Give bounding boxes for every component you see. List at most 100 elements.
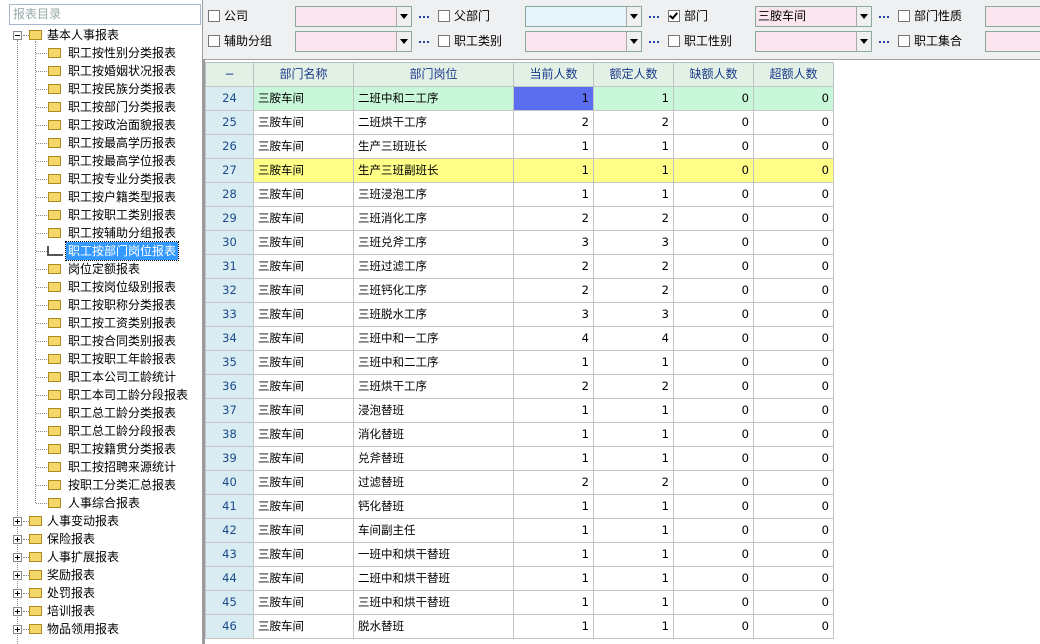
grid-cell[interactable]: 脱水替班 [353,614,514,639]
grid-cell[interactable]: 1 [593,542,674,567]
grid-cell[interactable]: 0 [673,254,754,279]
dropdown[interactable] [985,6,1040,27]
grid-cell[interactable]: 0 [753,614,834,639]
tree-item[interactable]: 职工按最高学位报表 [68,154,177,168]
grid-cell[interactable]: 三胺车间 [253,158,354,183]
expander[interactable] [13,535,22,544]
expander[interactable] [13,607,22,616]
grid-cell[interactable]: 车间副主任 [353,518,514,543]
grid-cell[interactable]: 三胺车间 [253,542,354,567]
grid-cell[interactable]: 三班消化工序 [353,206,514,231]
grid-cell[interactable]: 三胺车间 [253,494,354,519]
grid-cell[interactable]: 0 [673,206,754,231]
more-button[interactable] [649,16,659,18]
dropdown[interactable] [295,31,412,52]
grid-cell[interactable]: 0 [673,134,754,159]
grid-cell[interactable]: 0 [673,422,754,447]
grid-cell[interactable]: 0 [673,86,754,111]
grid-cell[interactable]: 0 [753,374,834,399]
grid-cell[interactable]: 0 [753,206,834,231]
more-button[interactable] [419,41,429,43]
tree-item[interactable]: 职工按职称分类报表 [68,298,177,312]
grid-cell[interactable]: 三班浸泡工序 [353,182,514,207]
grid-cell[interactable]: 三胺车间 [253,590,354,615]
dropdown[interactable] [295,6,412,27]
grid-cell[interactable]: 0 [673,398,754,423]
tree-item[interactable]: 职工按工资类别报表 [68,316,177,330]
tree-item[interactable]: 职工总工龄分段报表 [68,424,177,438]
grid-cell[interactable]: 0 [753,110,834,135]
grid-cell[interactable]: 0 [753,470,834,495]
grid-cell[interactable]: 三胺车间 [253,422,354,447]
grid-cell[interactable]: 1 [513,350,594,375]
grid-cell[interactable]: 0 [753,158,834,183]
grid-cell[interactable]: 1 [593,182,674,207]
filter-label[interactable]: 部门 [684,9,709,23]
grid-cell[interactable]: 三班脱水工序 [353,302,514,327]
grid-cell[interactable]: 三班过滤工序 [353,254,514,279]
tree-item[interactable]: 职工按职工类别报表 [68,208,177,222]
grid-cell[interactable]: 三胺车间 [253,302,354,327]
grid-cell[interactable]: 0 [673,614,754,639]
expander[interactable] [13,571,22,580]
more-button[interactable] [649,41,659,43]
filter-label[interactable]: 部门性质 [914,9,963,23]
grid-cell[interactable]: 0 [673,110,754,135]
grid-cell[interactable]: 2 [513,278,594,303]
tree-group[interactable]: 培训报表 [47,604,96,618]
dropdown-button[interactable] [396,32,411,51]
tree-group[interactable]: 基本人事报表 [47,28,120,42]
grid-cell[interactable]: 2 [593,254,674,279]
grid-cell[interactable]: 0 [673,494,754,519]
tree-item[interactable]: 职工按职工年龄报表 [68,352,177,366]
grid-cell[interactable]: 0 [673,230,754,255]
grid-cell[interactable]: 0 [753,86,834,111]
grid-cell[interactable]: 2 [593,278,674,303]
tree-group[interactable]: 人事变动报表 [47,514,120,528]
grid-cell[interactable]: 1 [593,614,674,639]
grid-cell[interactable]: 三胺车间 [253,230,354,255]
tree-group[interactable]: 物品领用报表 [47,622,120,636]
grid-cell[interactable]: 消化替班 [353,422,514,447]
grid-cell[interactable]: 1 [593,494,674,519]
dropdown[interactable] [985,31,1040,52]
dropdown-button[interactable] [856,32,871,51]
grid-cell[interactable]: 三班中和二工序 [353,350,514,375]
dropdown[interactable] [525,31,642,52]
grid-cell[interactable]: 三胺车间 [253,350,354,375]
grid-cell[interactable]: 0 [753,398,834,423]
grid-cell[interactable]: 三班烘干工序 [353,374,514,399]
grid-cell[interactable]: 1 [593,590,674,615]
grid-cell[interactable]: 0 [673,182,754,207]
grid-cell[interactable]: 0 [673,590,754,615]
grid-cell[interactable]: 2 [593,206,674,231]
checkbox[interactable] [668,35,680,47]
dropdown-button[interactable] [626,32,641,51]
tree-item[interactable]: 职工按性别分类报表 [68,46,177,60]
grid-cell[interactable]: 三班中和烘干替班 [353,590,514,615]
dropdown[interactable] [755,31,872,52]
checkbox[interactable] [898,35,910,47]
grid-cell[interactable]: 1 [513,86,594,111]
grid-cell[interactable]: 0 [753,590,834,615]
grid-cell[interactable]: 2 [513,470,594,495]
tree-group[interactable]: 保险报表 [47,532,96,546]
more-button[interactable] [879,41,889,43]
grid-cell[interactable]: 2 [513,206,594,231]
grid-cell[interactable]: 三胺车间 [253,566,354,591]
grid-cell[interactable]: 生产三班副班长 [353,158,514,183]
grid-cell[interactable]: 3 [593,302,674,327]
grid-cell[interactable]: 3 [593,230,674,255]
grid-cell[interactable]: 1 [593,446,674,471]
tree-item[interactable]: 职工按辅助分组报表 [68,226,177,240]
grid-cell[interactable]: 1 [513,398,594,423]
dropdown[interactable]: 三胺车间 [755,6,872,27]
grid-cell[interactable]: 三胺车间 [253,206,354,231]
grid-cell[interactable]: 1 [593,422,674,447]
grid-cell[interactable]: 过滤替班 [353,470,514,495]
tree-group[interactable]: 人事扩展报表 [47,550,120,564]
grid-cell[interactable]: 0 [753,542,834,567]
tree-item[interactable]: 职工按部门分类报表 [68,100,177,114]
grid-cell[interactable]: 1 [513,518,594,543]
grid-cell[interactable]: 0 [673,470,754,495]
